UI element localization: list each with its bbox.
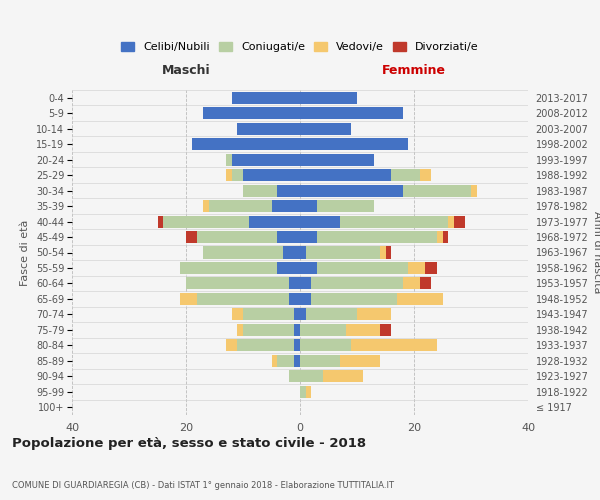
Bar xyxy=(317,262,409,274)
Bar xyxy=(226,340,238,351)
Bar xyxy=(425,262,437,274)
Bar xyxy=(295,324,300,336)
Bar xyxy=(289,278,300,289)
Bar xyxy=(197,231,277,243)
Bar xyxy=(300,278,311,289)
Bar xyxy=(238,324,243,336)
Bar xyxy=(300,262,317,274)
Bar xyxy=(340,216,448,228)
Bar xyxy=(471,184,476,196)
Bar xyxy=(454,216,466,228)
Bar xyxy=(323,370,362,382)
Bar xyxy=(197,293,289,305)
Bar xyxy=(186,231,197,243)
Bar xyxy=(380,324,391,336)
Bar xyxy=(163,216,249,228)
Bar xyxy=(448,216,454,228)
Bar xyxy=(283,246,300,258)
Bar xyxy=(352,340,437,351)
Bar xyxy=(232,92,300,104)
Bar xyxy=(403,184,471,196)
Bar xyxy=(306,246,380,258)
Bar xyxy=(295,355,300,367)
Bar xyxy=(300,184,403,196)
Bar xyxy=(403,278,420,289)
Bar xyxy=(300,370,323,382)
Bar xyxy=(277,355,295,367)
Bar xyxy=(300,122,352,134)
Bar xyxy=(317,231,437,243)
Bar xyxy=(243,169,300,181)
Bar xyxy=(271,355,277,367)
Y-axis label: Fasce di età: Fasce di età xyxy=(20,220,31,286)
Bar xyxy=(311,293,397,305)
Bar xyxy=(186,278,289,289)
Text: Femmine: Femmine xyxy=(382,64,446,77)
Bar xyxy=(203,200,209,212)
Bar xyxy=(249,216,300,228)
Bar xyxy=(243,184,277,196)
Bar xyxy=(391,169,420,181)
Bar xyxy=(306,308,357,320)
Text: COMUNE DI GUARDIAREGIA (CB) - Dati ISTAT 1° gennaio 2018 - Elaborazione TUTTITAL: COMUNE DI GUARDIAREGIA (CB) - Dati ISTAT… xyxy=(12,481,394,490)
Bar xyxy=(295,340,300,351)
Bar xyxy=(226,169,232,181)
Bar xyxy=(192,138,300,150)
Bar xyxy=(277,184,300,196)
Bar xyxy=(180,262,277,274)
Bar xyxy=(300,340,352,351)
Bar xyxy=(386,246,391,258)
Bar xyxy=(232,169,243,181)
Bar xyxy=(300,200,317,212)
Bar xyxy=(203,246,283,258)
Bar xyxy=(243,324,295,336)
Legend: Celibi/Nubili, Coniugati/e, Vedovi/e, Divorziati/e: Celibi/Nubili, Coniugati/e, Vedovi/e, Di… xyxy=(117,37,483,56)
Bar xyxy=(306,386,311,398)
Bar xyxy=(180,293,197,305)
Bar xyxy=(300,92,357,104)
Bar xyxy=(277,262,300,274)
Bar xyxy=(226,154,232,166)
Bar xyxy=(277,231,300,243)
Bar xyxy=(420,278,431,289)
Bar xyxy=(300,107,403,119)
Bar xyxy=(300,324,346,336)
Text: Maschi: Maschi xyxy=(161,64,211,77)
Bar xyxy=(340,355,380,367)
Bar xyxy=(317,200,374,212)
Bar xyxy=(238,122,300,134)
Bar xyxy=(300,355,340,367)
Text: Popolazione per età, sesso e stato civile - 2018: Popolazione per età, sesso e stato civil… xyxy=(12,437,366,450)
Bar xyxy=(232,154,300,166)
Bar xyxy=(300,169,391,181)
Bar xyxy=(346,324,380,336)
Bar xyxy=(209,200,271,212)
Bar xyxy=(295,308,300,320)
Bar xyxy=(300,308,306,320)
Bar xyxy=(443,231,448,243)
Bar xyxy=(420,169,431,181)
Bar xyxy=(243,308,295,320)
Bar xyxy=(300,138,409,150)
Bar xyxy=(300,231,317,243)
Bar xyxy=(300,386,306,398)
Bar xyxy=(300,246,306,258)
Bar xyxy=(409,262,425,274)
Bar xyxy=(311,278,403,289)
Bar xyxy=(380,246,386,258)
Y-axis label: Anni di nascita: Anni di nascita xyxy=(592,211,600,294)
Bar xyxy=(289,293,300,305)
Bar xyxy=(357,308,391,320)
Bar xyxy=(300,154,374,166)
Bar xyxy=(271,200,300,212)
Bar xyxy=(300,293,311,305)
Bar xyxy=(157,216,163,228)
Bar xyxy=(397,293,443,305)
Bar xyxy=(300,216,340,228)
Bar xyxy=(238,340,295,351)
Bar xyxy=(437,231,443,243)
Bar xyxy=(289,370,300,382)
Bar xyxy=(232,308,243,320)
Bar xyxy=(203,107,300,119)
